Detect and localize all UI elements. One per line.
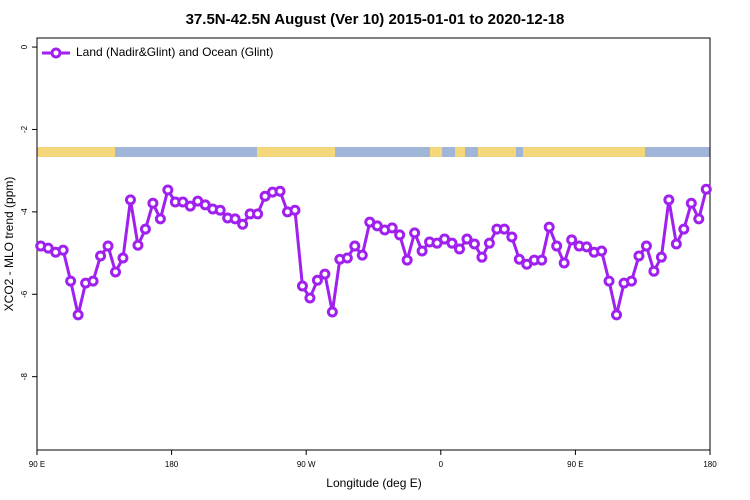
point — [95, 250, 107, 262]
point — [311, 274, 323, 286]
x-tick-label: 90 W — [297, 460, 316, 469]
point — [304, 292, 316, 304]
point — [640, 240, 652, 252]
point — [543, 221, 555, 233]
x-tick-label: 0 — [439, 460, 444, 469]
point — [87, 275, 99, 287]
y-tick-label: -8 — [20, 373, 29, 381]
point — [132, 239, 144, 251]
point — [341, 252, 353, 264]
point — [416, 245, 428, 257]
point — [65, 275, 77, 287]
point — [446, 237, 458, 249]
y-tick-label: -4 — [20, 208, 29, 216]
chart-title: 37.5N-42.5N August (Ver 10) 2015-01-01 t… — [186, 11, 565, 28]
point — [483, 237, 495, 249]
point — [386, 222, 398, 234]
point — [409, 227, 421, 239]
point — [513, 253, 525, 265]
point — [611, 309, 623, 321]
point — [394, 229, 406, 241]
point — [693, 213, 705, 225]
point — [356, 249, 368, 261]
point — [72, 309, 84, 321]
point — [498, 223, 510, 235]
point — [102, 240, 114, 252]
point — [625, 275, 637, 287]
legend-label: Land (Nadir&Glint) and Ocean (Glint) — [76, 45, 273, 59]
point — [237, 218, 249, 230]
point — [147, 197, 159, 209]
point — [453, 243, 465, 255]
point — [110, 266, 122, 278]
point — [289, 204, 301, 216]
y-tick-label: -6 — [20, 290, 29, 298]
point — [401, 254, 413, 266]
x-tick-label: 90 E — [567, 460, 583, 469]
point — [566, 234, 578, 246]
point — [700, 183, 712, 195]
point — [229, 213, 241, 225]
point — [678, 223, 690, 235]
legend: Land (Nadir&Glint) and Ocean (Glint) — [42, 45, 273, 59]
point — [252, 208, 264, 220]
x-tick-label: 90 E — [29, 460, 45, 469]
point — [558, 257, 570, 269]
y-axis-label: XCO2 - MLO trend (ppm) — [2, 177, 16, 312]
x-axis-label: Longitude (deg E) — [326, 476, 421, 490]
point — [633, 250, 645, 262]
point — [506, 231, 518, 243]
x-tick-label: 180 — [165, 460, 179, 469]
point — [349, 240, 361, 252]
point — [461, 233, 473, 245]
point — [603, 275, 615, 287]
point — [124, 194, 136, 206]
point — [184, 200, 196, 212]
land-ocean-band — [37, 147, 710, 157]
point — [581, 241, 593, 253]
point — [154, 213, 166, 225]
point — [670, 238, 682, 250]
point — [296, 280, 308, 292]
point — [648, 265, 660, 277]
legend-marker — [50, 47, 62, 59]
point — [685, 197, 697, 209]
point — [468, 238, 480, 250]
point — [655, 251, 667, 263]
point — [551, 240, 563, 252]
point — [663, 194, 675, 206]
point — [536, 254, 548, 266]
point — [162, 184, 174, 196]
point — [596, 245, 608, 257]
point — [214, 204, 226, 216]
x-tick-label: 180 — [703, 460, 717, 469]
point — [274, 185, 286, 197]
point — [139, 223, 151, 235]
y-tick-label: -2 — [20, 125, 29, 133]
point — [319, 268, 331, 280]
point — [117, 252, 129, 264]
point — [326, 306, 338, 318]
point — [476, 251, 488, 263]
point — [57, 244, 69, 256]
y-tick-label: 0 — [20, 44, 29, 49]
